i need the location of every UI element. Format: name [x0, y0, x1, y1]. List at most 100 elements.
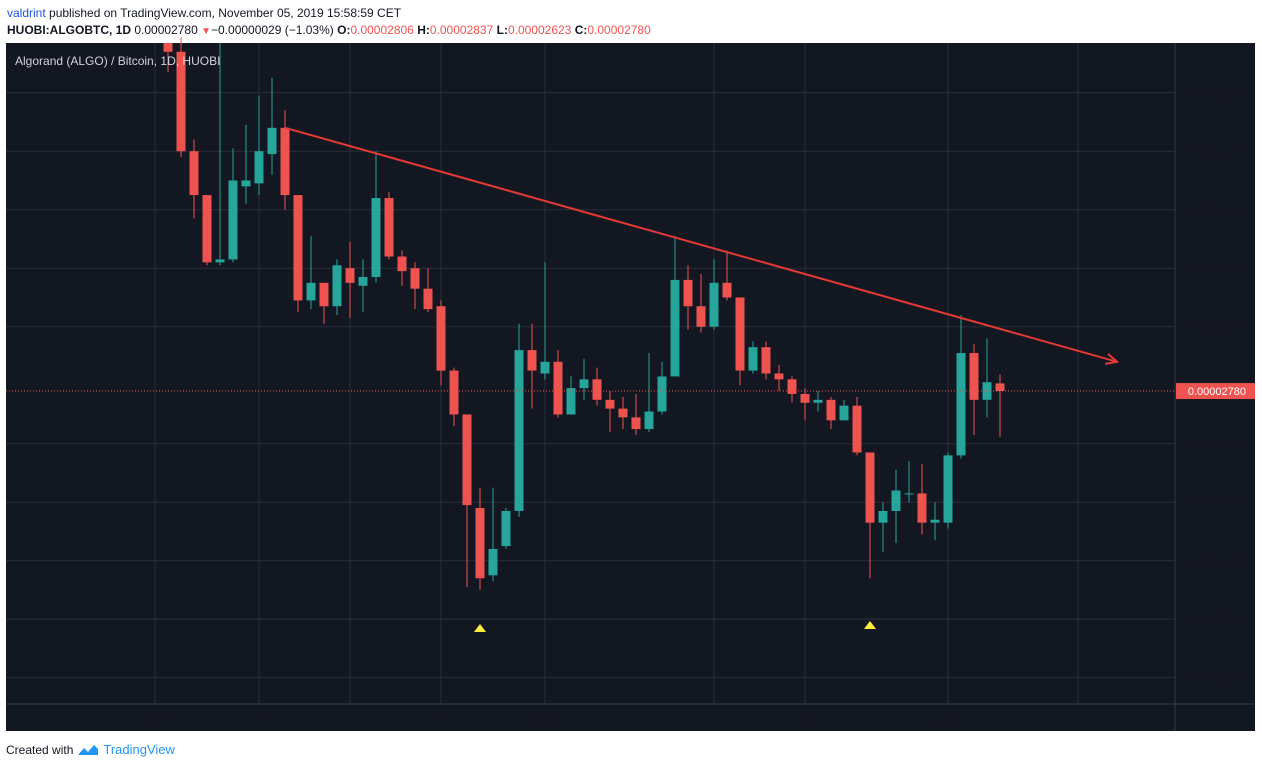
triangle-up-marker	[864, 621, 876, 630]
candle-body	[189, 151, 199, 196]
tradingview-logo-icon	[78, 744, 99, 755]
candle-body	[657, 376, 667, 412]
candle-body	[709, 282, 719, 327]
candle-body	[605, 399, 615, 409]
candle-body	[943, 455, 953, 523]
candles	[163, 37, 1005, 590]
y-tick-label: 0.00002600	[1188, 439, 1246, 451]
candle-body	[475, 508, 485, 579]
high-label: H:	[417, 23, 430, 37]
x-tick-label: 14	[708, 713, 720, 725]
y-tick-label: 0.00003200	[1188, 263, 1246, 275]
candle-body	[280, 127, 290, 196]
last-price-box	[1176, 383, 1255, 400]
chart-background	[6, 43, 1255, 731]
candle-body	[592, 379, 602, 400]
candle-body	[371, 198, 381, 277]
x-tick-label: Nov	[938, 713, 960, 725]
candle-body	[436, 306, 446, 371]
x-tick-label: 9	[256, 713, 262, 725]
candle-body	[579, 379, 589, 389]
candle-body	[384, 198, 394, 257]
down-arrow-icon: ▼	[201, 26, 211, 37]
last-price-label: 0.00002780	[1188, 386, 1246, 398]
open-label: O:	[337, 23, 351, 37]
tradingview-brand[interactable]: TradingView	[103, 742, 175, 757]
candle-body	[956, 353, 966, 456]
candle-body	[423, 288, 433, 310]
candle-body	[540, 361, 550, 374]
created-with-text: Created with	[6, 742, 74, 757]
candle-body	[644, 411, 654, 430]
candle-body	[176, 51, 186, 152]
candle-body	[761, 347, 771, 374]
chart-title: Algorand (ALGO) / Bitcoin, 1D, HUOBI	[15, 54, 220, 68]
candle-body	[202, 195, 212, 263]
candle-body	[241, 180, 251, 187]
candle-body	[553, 361, 563, 415]
open-value: 0.00002806	[350, 23, 414, 37]
candle-body	[358, 276, 368, 286]
publish-info: valdrint published on TradingView.com, N…	[7, 6, 401, 20]
candle-body	[163, 43, 173, 52]
high-value: 0.00002837	[429, 23, 494, 37]
grid	[6, 43, 1175, 704]
candle-body	[345, 268, 355, 283]
candle-body	[514, 350, 524, 511]
candle-body	[813, 399, 823, 403]
candle-body	[722, 282, 732, 298]
candle-body	[891, 490, 901, 511]
candle-body	[787, 379, 797, 394]
candle-body	[449, 370, 459, 415]
candle-body	[319, 282, 329, 307]
candle-body	[930, 519, 940, 523]
y-tick-label: 0.00003400	[1188, 205, 1246, 217]
candle-body	[774, 373, 784, 380]
trendline	[284, 126, 1118, 363]
y-tick-label: 0.00001800	[1188, 673, 1246, 685]
published-text: published on TradingView.com, November 0…	[49, 6, 402, 20]
change-value: −0.00000029 (−1.03%)	[211, 23, 334, 37]
x-tick-label: 23	[435, 713, 447, 725]
author-link[interactable]: valdrint	[7, 6, 46, 20]
close-label: C:	[574, 23, 588, 37]
candle-body	[306, 282, 316, 301]
candle-body	[969, 353, 979, 400]
candle-body	[696, 306, 706, 327]
candle-body	[410, 268, 420, 289]
candle-body	[852, 405, 862, 453]
footer: Created with TradingView	[6, 742, 175, 757]
y-tick-label: 0.00002400	[1188, 497, 1246, 509]
candle-body	[228, 180, 238, 260]
candle-body	[735, 297, 745, 371]
last-value: 0.00002780	[134, 23, 198, 37]
candle-body	[839, 405, 849, 421]
candle-body	[904, 493, 914, 495]
low-label: L:	[496, 23, 508, 37]
candle-body	[566, 388, 576, 415]
candle-body	[462, 414, 472, 506]
candle-body	[878, 510, 888, 523]
trendline-arrowhead	[1105, 353, 1120, 365]
candle-body	[618, 408, 628, 418]
candle-body	[865, 452, 875, 523]
symbol-info: HUOBI:ALGOBTC, 1D 0.00002780 ▼−0.0000002…	[7, 23, 651, 37]
candle-body	[501, 510, 511, 547]
triangle-up-marker	[474, 623, 486, 632]
candle-body	[332, 265, 342, 307]
candle-body	[293, 195, 303, 301]
candle-body	[254, 151, 264, 184]
overlay: 0.00002780	[6, 126, 1255, 632]
candle-body	[631, 417, 641, 430]
candle-body	[995, 383, 1005, 392]
candle-body	[215, 259, 225, 263]
x-tick-label: Oct	[536, 713, 555, 725]
candle-body	[683, 279, 693, 307]
y-tick-label: 0.00003000	[1188, 322, 1246, 334]
candle-body	[748, 347, 758, 371]
x-tick-label: Sep	[145, 713, 165, 725]
candle-body	[488, 548, 498, 576]
candle-body	[917, 493, 927, 523]
y-tick-label: 0.00003600	[1188, 146, 1246, 158]
